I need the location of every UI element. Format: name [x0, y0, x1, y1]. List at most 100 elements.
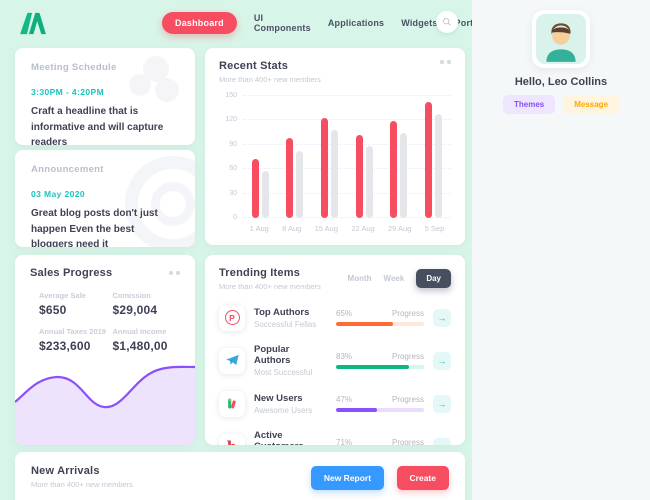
- app-logo-icon[interactable]: [18, 11, 48, 35]
- announcement-text: Great blog posts don't just happen Even …: [31, 208, 158, 247]
- stat-value: $29,004: [112, 303, 158, 317]
- recent-stats-chart: 0 30 60 90 120 150 1 Aug 8 Aug 15 Aug 22 Aug 29 A…: [219, 90, 451, 235]
- sales-stat-annual-income: Annual Income $1,480,00: [113, 327, 181, 353]
- stat-value: $1,480,00: [112, 339, 168, 353]
- gridline: [243, 192, 451, 194]
- progress-percent: 65%: [336, 309, 353, 319]
- bar-red: [390, 121, 398, 218]
- progress-fill: [336, 365, 410, 369]
- nav-item-ui-components[interactable]: UI Components: [253, 13, 311, 33]
- trending-item-desc: Most Successful: [254, 368, 313, 377]
- gridline: [243, 119, 451, 121]
- users-icon: [219, 390, 245, 417]
- bar-group-15-aug: [321, 117, 339, 218]
- x-tick-label: 8 Aug: [282, 224, 302, 233]
- gridline: [243, 95, 451, 96]
- trending-item-progress: 71% Progress: [336, 438, 424, 445]
- progress-label: Progress: [391, 438, 424, 445]
- bar-gray: [261, 170, 269, 218]
- themes-button[interactable]: Themes: [502, 95, 556, 114]
- search-icon: [442, 17, 451, 26]
- decorative-flower-shape: [129, 56, 181, 108]
- stat-value: $650: [39, 303, 67, 317]
- progress-percent: 83%: [336, 352, 353, 362]
- trending-item-text: Popular Authors Most Successful: [254, 344, 327, 377]
- progress-fill: [336, 408, 378, 412]
- announcement-date: 03 May 2020: [31, 189, 86, 199]
- stat-label: Average Sale: [39, 291, 86, 300]
- bar-red: [286, 138, 294, 218]
- message-button[interactable]: Message: [563, 95, 620, 114]
- progress-label: Progress: [391, 395, 424, 405]
- progress-track: [336, 408, 424, 412]
- trending-item-desc: Successful Fellas: [254, 319, 317, 329]
- x-tick-label: 22 Aug: [351, 224, 375, 233]
- y-tick-label: 60: [229, 165, 237, 173]
- trending-item-active-customers: b Active CustomersBest Customers 71% Progre…: [219, 430, 451, 445]
- trending-item-text: Top Authors Successful Fellas: [254, 307, 327, 329]
- sales-stat-average-sale: Average Sale $650: [39, 291, 107, 317]
- trending-item-progress: 83% Progress: [336, 352, 424, 369]
- right-sidebar: Hello, Leo Collins Themes Message Todo C…: [472, 0, 650, 500]
- arrow-right-button[interactable]: →: [433, 351, 451, 370]
- meeting-schedule-card: Meeting Schedule 3:30PM - 4:20PM Craft a…: [15, 48, 195, 145]
- progress-label: Progress: [391, 309, 424, 319]
- arrow-right-button[interactable]: →: [433, 437, 451, 445]
- stat-label: Comission: [112, 291, 151, 300]
- progress-fill: [336, 322, 394, 326]
- x-tick-label: 5 Sep: [424, 224, 445, 233]
- trending-item-name: Active Customers: [254, 430, 304, 445]
- y-tick-label: 90: [229, 140, 237, 148]
- bar-red: [321, 117, 329, 218]
- stat-label: Annual Taxes 2019: [39, 327, 106, 336]
- x-tick-label: 29 Aug: [388, 224, 412, 233]
- meeting-card-title: Meeting Schedule: [31, 62, 117, 73]
- bar-group-1-aug: [251, 159, 269, 218]
- producthunt-icon: P: [219, 304, 245, 331]
- nav-item-applications[interactable]: Applications: [327, 18, 385, 28]
- trending-item-text: New Users Awesome Users: [254, 393, 327, 415]
- trending-item-progress: 47% Progress: [336, 395, 424, 412]
- gridline: [243, 143, 451, 145]
- y-tick-label: 120: [225, 116, 237, 124]
- bar-gray: [365, 146, 373, 218]
- trending-tab-month[interactable]: Month: [347, 274, 372, 283]
- search-button[interactable]: [436, 11, 458, 33]
- gridline: [243, 168, 451, 170]
- sales-card-title: Sales Progress: [30, 267, 113, 279]
- x-tick-label: 1 Aug: [249, 224, 269, 233]
- trending-tab-day[interactable]: Day: [416, 269, 451, 288]
- arrow-right-button[interactable]: →: [433, 394, 451, 413]
- trending-tabs: Month Week Day: [348, 269, 451, 288]
- meeting-text: Craft a headline that is informative and…: [31, 106, 164, 145]
- bar-gray: [435, 113, 443, 218]
- more-menu-icon[interactable]: [169, 271, 180, 275]
- stats-card-title: Recent Stats: [219, 60, 289, 72]
- trending-items-card: Trending Items More than 400+ new member…: [205, 255, 465, 445]
- progress-label: Progress: [391, 352, 424, 362]
- trending-item-progress: 65% Progress: [336, 309, 424, 326]
- new-report-button[interactable]: New Report: [310, 466, 385, 490]
- sales-stat-annual-taxes-2019: Annual Taxes 2019 $233,600: [39, 327, 107, 353]
- y-tick-label: 0: [233, 214, 237, 221]
- trending-item-popular-authors: Popular Authors Most Successful 83% Progres…: [219, 344, 451, 377]
- create-button[interactable]: Create: [396, 466, 449, 490]
- sales-stat-comission: Comission $29,004: [113, 291, 181, 317]
- bar-red: [425, 101, 433, 218]
- trending-item-text: Active CustomersBest Customers: [254, 430, 327, 445]
- announcement-card: Announcement 03 May 2020 Great blog post…: [15, 150, 195, 247]
- nav-item-dashboard[interactable]: Dashboard: [162, 12, 237, 34]
- nav-item-widgets[interactable]: Widgets: [401, 18, 438, 28]
- boy-avatar-illustration: [546, 23, 576, 62]
- more-menu-icon[interactable]: [440, 60, 451, 64]
- bar-group-29-aug: [390, 121, 408, 218]
- new-arrivals-card: New Arrivals More than 400+ new members …: [15, 452, 465, 500]
- bar-red: [251, 159, 259, 218]
- progress-percent: 47%: [336, 395, 353, 405]
- arrow-right-button[interactable]: →: [433, 308, 451, 327]
- recent-stats-card: Recent Stats More than 400+ new members …: [205, 48, 465, 245]
- stats-x-axis: 1 Aug 8 Aug 15 Aug 22 Aug 29 Aug 5 Sep: [243, 224, 451, 233]
- trending-tab-week[interactable]: Week: [383, 274, 405, 283]
- bar-gray: [331, 130, 339, 218]
